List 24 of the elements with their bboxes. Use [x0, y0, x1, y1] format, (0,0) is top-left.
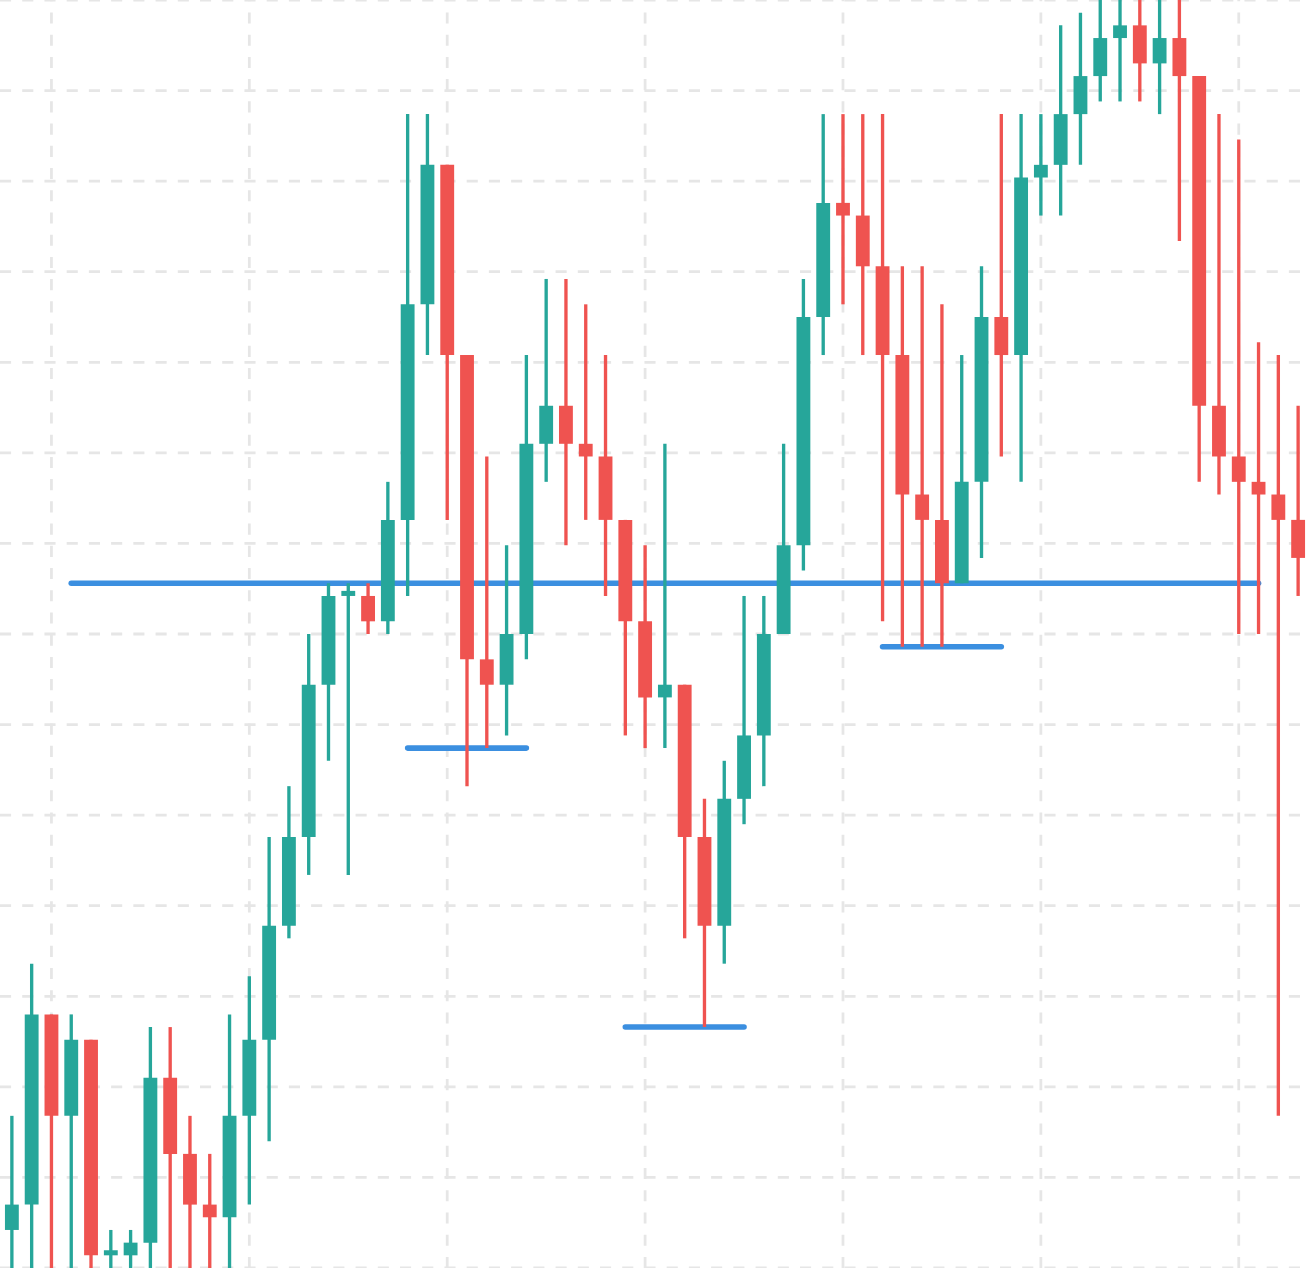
candlestick [1093, 0, 1108, 104]
candlestick [1291, 404, 1306, 598]
candlestick [657, 442, 672, 750]
candlestick [578, 302, 593, 522]
candlestick [1073, 11, 1088, 167]
candlestick [994, 112, 1009, 459]
candlestick [103, 1228, 118, 1268]
candlestick [1113, 0, 1127, 104]
candlestick [202, 1152, 217, 1268]
candlestick [361, 581, 375, 636]
candlestick [123, 1228, 138, 1268]
candlestick [1172, 0, 1187, 243]
candlestick [479, 454, 494, 750]
candlestick [4, 1114, 19, 1268]
candlestick [539, 277, 554, 484]
candlestick [1152, 0, 1167, 116]
candlestick [1132, 0, 1147, 104]
candlestick [341, 581, 356, 877]
candlestick [1251, 340, 1266, 636]
candlestick [915, 264, 930, 649]
candlestick [1271, 353, 1286, 1118]
candlestick [836, 112, 850, 306]
candlestick [559, 277, 573, 547]
candlestick [1033, 112, 1048, 218]
